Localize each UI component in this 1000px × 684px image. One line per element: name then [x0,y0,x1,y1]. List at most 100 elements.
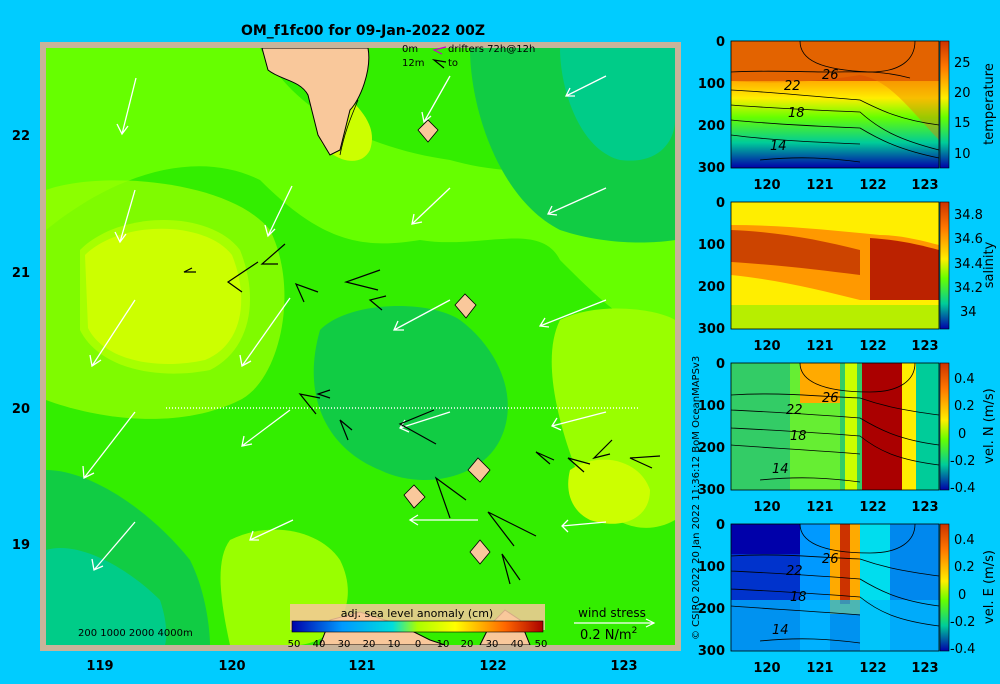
contour-label: 26 [822,552,839,567]
colorbar-tick: 50 [535,639,548,650]
panel-lon-tick: 122 [859,661,886,676]
depth-tick: 200 [698,441,725,456]
panel-label: salinity [982,241,997,288]
panel-lon-tick: 121 [806,178,833,193]
lon-tick: 121 [348,659,375,674]
drifters-legend: 0m drifters 72h@12h 12m to [402,44,535,69]
panel-lon-tick: 121 [806,339,833,354]
colorbar-tick: 40 [313,639,326,650]
contour-label: 26 [822,68,839,83]
contour-label: 22 [786,403,803,418]
wind-stress-scale: 0.2 N/m2 [580,626,637,643]
panel-lon-tick: 123 [911,178,938,193]
contour-label: 18 [790,590,807,605]
cbar-tick: -0.4 [950,481,975,496]
cbar-tick: 34.2 [954,281,983,296]
panel-lon-tick: 122 [859,500,886,515]
colorbar-salinity [939,201,950,330]
credit-text: © CSIRO 2022 20 Jan 2022 11:36:12 BoM Oc… [691,356,702,640]
cbar-tick: 0.4 [954,372,975,387]
depth-tick: 300 [698,483,725,498]
cbar-tick: 0 [958,427,966,442]
depth-tick: 100 [698,238,725,253]
contour-label: 14 [772,623,789,638]
cbar-tick: 0.4 [954,533,975,548]
colorbar-temperature [939,40,950,169]
depth-tick: 200 [698,280,725,295]
cbar-tick: 25 [954,56,971,71]
depth-tick: 0 [716,357,725,372]
contour-label: 22 [786,564,803,579]
lon-tick: 122 [479,659,506,674]
cbar-tick: 34 [960,305,977,320]
panel-lon-axes: 120 121 122 123 120 121 122 123 120 121 … [753,178,938,676]
cbar-tick: 15 [954,116,971,131]
panel-lon-tick: 122 [859,339,886,354]
depth-tick: 300 [698,322,725,337]
island [417,119,439,143]
colorbar-tick: 30 [338,639,351,650]
cbar-tick: 34.6 [954,232,983,247]
panel-salinity: 34.8 34.6 34.4 34.2 34 salinity [730,201,997,330]
cbar-tick: 0.2 [954,399,975,414]
panel-lon-tick: 120 [753,500,780,515]
colorbar-vel-n [939,362,950,491]
contour-label: 18 [790,429,807,444]
panel-vel-e: 26 22 18 14 0.4 0.2 0 -0.2 -0.4 vel. E (… [730,523,997,657]
island [469,539,491,565]
island [454,293,477,319]
cbar-tick: 34.4 [954,257,983,272]
colorbar-vel-e [939,523,950,652]
wind-stress-vectors [183,243,661,585]
legend-to: to [448,58,458,69]
depth-axes: 0 100 200 300 0 100 200 300 0 100 200 30… [698,35,725,659]
sea-level-field [46,48,675,645]
legend-12m: 12m [402,58,424,69]
depth-tick: 100 [698,560,725,575]
colorbar-tick: 20 [461,639,474,650]
panel-label: vel. N (m/s) [982,388,997,463]
panel-lon-tick: 121 [806,661,833,676]
panel-temperature: 26 22 18 14 25 20 15 10 temperature [730,40,997,169]
island [403,484,426,509]
cbar-tick: 0.2 [954,560,975,575]
lon-tick: 123 [610,659,637,674]
cbar-tick: -0.4 [950,642,975,657]
contour-label: 14 [770,139,787,154]
panel-lon-tick: 120 [753,339,780,354]
depth-tick: 300 [698,161,725,176]
panel-label: temperature [982,63,997,145]
island [467,457,491,483]
contour-label: 14 [772,462,789,477]
depth-tick: 100 [698,77,725,92]
sea-level-colorbar: adj. sea level anomaly (cm) 50 40 30 20 … [288,604,548,650]
cbar-tick: 0 [958,588,966,603]
colorbar-tick: 40 [511,639,524,650]
lon-axis: 119 120 121 122 123 [86,659,637,674]
colorbar-tick: 20 [363,639,376,650]
colorbar-gradient [291,620,544,633]
lat-tick: 20 [12,402,30,417]
lon-tick: 119 [86,659,113,674]
depth-tick: 100 [698,399,725,414]
panel-lon-tick: 123 [911,339,938,354]
contour-label: 22 [784,79,801,94]
lat-tick: 21 [12,266,30,281]
panel-lon-tick: 120 [753,178,780,193]
contour-label: 18 [788,106,805,121]
panel-lon-tick: 122 [859,178,886,193]
cbar-tick: 34.8 [954,208,983,223]
panel-lon-tick: 123 [911,661,938,676]
depth-tick: 0 [716,518,725,533]
panel-label: vel. E (m/s) [982,550,997,624]
panel-lon-tick: 120 [753,661,780,676]
bathymetry-label: 200 1000 2000 4000m [78,628,193,639]
depth-tick: 0 [716,35,725,50]
lon-tick: 120 [218,659,245,674]
colorbar-label: adj. sea level anomaly (cm) [341,607,493,620]
panel-lon-tick: 121 [806,500,833,515]
panel-lon-tick: 123 [911,500,938,515]
legend-0m: 0m [402,44,418,55]
